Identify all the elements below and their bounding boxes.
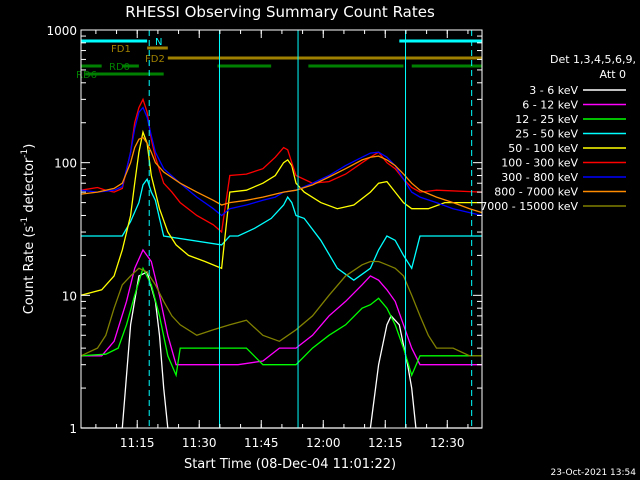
series-line-7 [80,136,483,214]
flag-label-fd2: FD2 [145,54,165,65]
legend-label-0: 3 - 6 keV [529,84,578,97]
y-tick-label: 100 [54,157,77,171]
x-tick-label: 11:15 [120,436,155,450]
y-axis-ticks: 1 10 100 1000 [46,24,482,436]
y-tick-label: 1 [69,422,77,436]
series-line-2 [80,266,482,378]
legend-label-1: 6 - 12 keV [522,99,578,112]
x-axis-label: Start Time (08-Dec-04 11:01:22) [184,457,396,472]
legend-label-7: 800 - 7000 keV [494,186,578,199]
x-tick-label: 12:00 [306,436,341,450]
x-tick-label: 12:30 [430,436,465,450]
series-line-1 [81,248,482,366]
series-line-3 [81,177,482,282]
x-tick-label: 11:45 [244,436,279,450]
x-axis-ticks: 11:15 11:30 11:45 12:00 12:15 12:30 [95,30,469,450]
flag-label-rd6: RD6 [76,70,97,81]
series-lines [80,97,483,429]
legend-label-8: 7000 - 15000 keV [480,200,578,213]
legend: Det 1,3,4,5,6,9, Att 0 3 - 6 keV 6 - 12 k… [480,53,636,213]
legend-label-6: 300 - 800 keV [501,171,578,184]
legend-title-line-1: Det 1,3,4,5,6,9, [550,53,636,66]
series-line-8 [80,260,482,357]
chart-title: RHESSI Observing Summary Count Rates [125,3,435,21]
series-line-4 [80,129,482,296]
legend-label-5: 100 - 300 keV [501,157,578,170]
flag-label-n: N [155,37,162,48]
y-tick-label: 1000 [46,24,77,38]
legend-label-2: 12 - 25 keV [515,113,578,126]
flag-label-rd0: RD0 [109,62,130,73]
footer-timestamp: 23-Oct-2021 13:54 [551,468,637,478]
legend-label-3: 25 - 50 keV [515,128,578,141]
legend-title-line-2: Att 0 [600,68,626,81]
x-tick-label: 11:30 [182,436,217,450]
flag-bars: N FD1 FD2 RD0 RD6 [76,37,482,81]
legend-label-4: 50 - 100 keV [508,142,578,155]
series-line-6 [80,106,483,217]
x-tick-label: 12:15 [368,436,403,450]
y-tick-label: 10 [62,289,77,303]
y-axis-label: Count Rate (s-1 detector-1) [20,144,37,315]
flag-label-fd1: FD1 [111,44,131,55]
